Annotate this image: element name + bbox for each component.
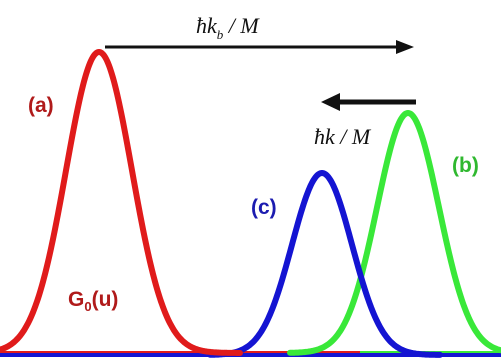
g0-label: G0(u): [68, 288, 118, 314]
mid-arrow-head: [321, 93, 340, 111]
top-arrow: [105, 40, 414, 54]
curve-b-green: [287, 110, 501, 356]
curve-c-blue: [207, 170, 443, 358]
curve-a-red: [0, 49, 243, 356]
top-arrow-label: ħkb / M: [196, 13, 260, 42]
label-c: (c): [251, 196, 277, 219]
label-a: (a): [28, 94, 54, 117]
label-b: (b): [452, 154, 479, 177]
mid-arrow-label: ħk / M: [314, 124, 372, 149]
top-arrow-head: [396, 40, 414, 54]
mid-arrow: [321, 93, 416, 111]
